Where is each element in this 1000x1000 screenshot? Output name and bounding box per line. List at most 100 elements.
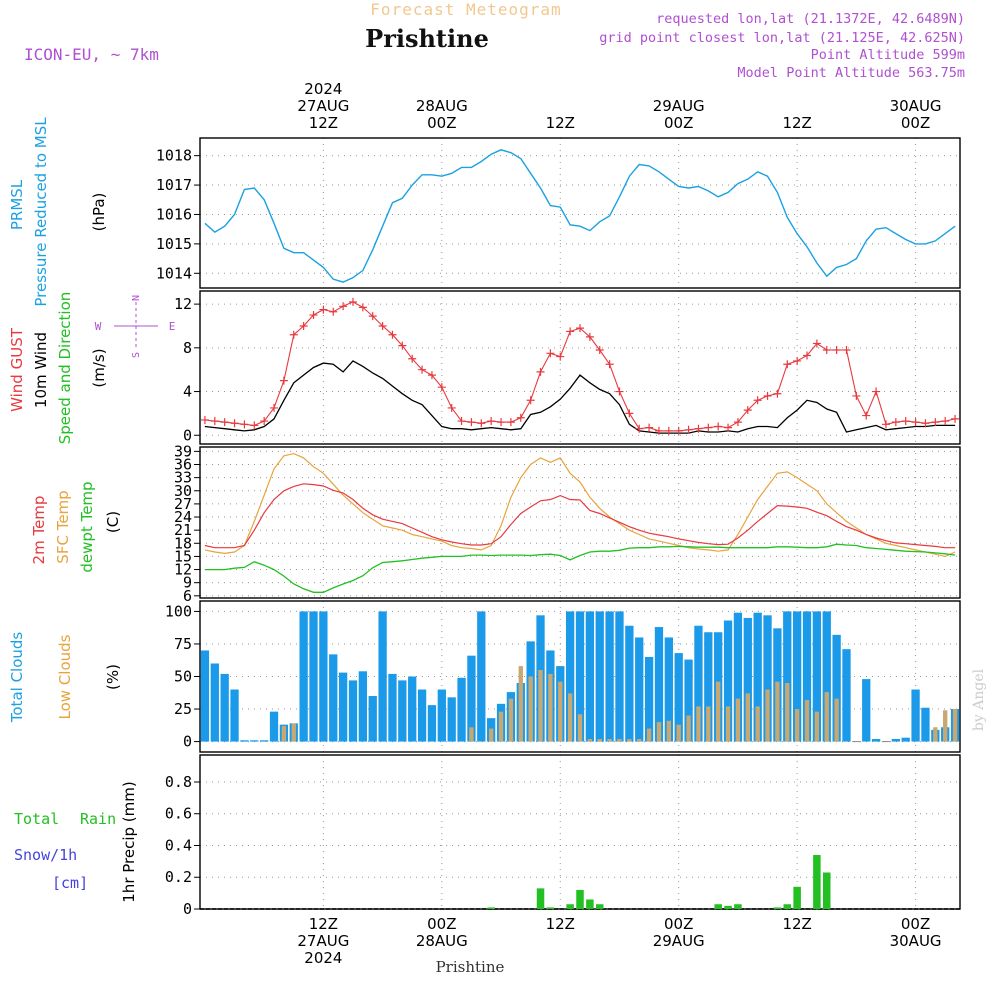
compass-n: N [131, 295, 142, 301]
rain-bar [734, 904, 742, 909]
clouds-frame [199, 600, 961, 753]
gust-point [743, 406, 752, 415]
clouds-label-total: Total Clouds [8, 632, 26, 724]
total-cloud-bar [477, 611, 486, 742]
low-cloud-bar [676, 724, 681, 742]
total-cloud-bar [309, 611, 318, 742]
gust-point [467, 418, 476, 427]
temp-label-dewpt: dewpt Temp [78, 481, 96, 572]
low-cloud-bar [794, 709, 800, 742]
gust-point [437, 383, 446, 392]
total-cloud-bar [654, 627, 664, 742]
low-cloud-bar [765, 689, 770, 742]
gust-point [299, 321, 308, 330]
wind-frame [199, 290, 961, 445]
total-cloud-bar [319, 611, 328, 742]
rain-bar [813, 855, 821, 909]
total-cloud-bar [427, 705, 437, 742]
total-cloud-bar [575, 611, 585, 742]
gust-point [783, 360, 792, 369]
clouds-ytick-label: 100 [165, 602, 192, 620]
total-cloud-bar [338, 672, 348, 742]
bottom-label: 00Z [664, 915, 693, 933]
total-cloud-bar [792, 611, 802, 742]
gust-point [763, 391, 772, 400]
temp-ytick-label: 36 [174, 456, 192, 474]
gust-point [753, 396, 762, 405]
total-cloud-bar [832, 634, 841, 742]
total-cloud-bar [783, 611, 792, 742]
rain-bar [576, 889, 584, 909]
low-cloud-bar [637, 738, 642, 742]
header-model-alt: Model Point Altitude 563.75m [737, 65, 965, 81]
gust-point [852, 391, 861, 400]
rain-bar [586, 899, 594, 909]
pressure-panel: 1014 1015 1016 1017 1018 [156, 137, 961, 289]
total-cloud-bar [644, 656, 654, 742]
pressure-line [204, 149, 956, 283]
wind-speed-line [204, 360, 956, 434]
total-cloud-bar [842, 649, 851, 742]
gust-point [427, 371, 436, 380]
rain-bar [714, 904, 722, 909]
total-cloud-bar [684, 659, 693, 742]
pressure-unit: (hPa) [90, 193, 108, 232]
top-label: 30AUG [890, 97, 942, 115]
gust-point [872, 387, 881, 396]
gust-point [388, 330, 397, 339]
total-cloud-bar [871, 738, 881, 742]
compass-rose-icon: N S W E [95, 295, 176, 358]
gust-point [447, 403, 456, 412]
low-cloud-bar [469, 727, 474, 742]
gust-point [585, 332, 594, 341]
rain-bar [566, 904, 574, 909]
low-cloud-bar [666, 720, 672, 742]
gust-point [418, 365, 427, 374]
gust-point [230, 419, 239, 428]
total-cloud-bar [822, 611, 831, 742]
bottom-label: 30AUG [890, 932, 942, 950]
gust-point [457, 417, 466, 426]
precip-label-rain: Rain [80, 810, 116, 828]
wind-ytick-label: 12 [174, 295, 192, 313]
temp-ytick-label: 9 [183, 574, 192, 592]
top-label: 12Z [309, 114, 338, 132]
total-cloud-bar [299, 611, 308, 742]
header-gridpoint: grid point closest lon,lat (21.125E, 42.… [599, 30, 965, 46]
clouds-label-low: Low Clouds [56, 634, 74, 719]
total-cloud-bar [210, 663, 219, 742]
pressure-label-1: PRMSL [8, 179, 26, 230]
temp-ytick-label: 15 [174, 547, 192, 565]
low-cloud-bar [488, 728, 494, 742]
top-label: 00Z [427, 114, 456, 132]
temp-ytick-label: 6 [183, 587, 192, 605]
header-model: ICON-EU, ~ 7km [24, 45, 159, 64]
gust-point [654, 426, 663, 435]
gust-point [526, 396, 535, 405]
low-cloud-bar [548, 673, 553, 742]
rain-bar [793, 886, 801, 909]
gust-point [368, 312, 377, 321]
temp-ytick-label: 30 [174, 482, 192, 500]
wind-label-10m: 10m Wind [32, 332, 50, 408]
gust-point [931, 418, 940, 427]
gust-point [378, 321, 387, 330]
pressure-ytick-label: 1018 [156, 147, 192, 165]
total-cloud-bar [674, 653, 683, 742]
clouds-ytick-label: 25 [174, 700, 192, 718]
low-cloud-bar [508, 698, 514, 742]
precip-ytick-label: 0.2 [165, 868, 192, 886]
top-label: 27AUG [297, 97, 349, 115]
gust-point [921, 419, 930, 428]
gust-point [951, 414, 960, 423]
temp-label-sfc: SFC Temp [54, 490, 72, 563]
pressure-ytick-label: 1016 [156, 205, 192, 223]
temp-ytick-label: 12 [174, 561, 192, 579]
gust-point [733, 418, 742, 427]
gust-point [832, 346, 841, 355]
low-cloud-bar [528, 676, 533, 742]
total-cloud-bar [605, 611, 614, 742]
top-label: 2024 [304, 80, 342, 98]
total-cloud-bar [585, 611, 595, 742]
pressure-panel-labels: PRMSL Pressure Reduced to MSL (hPa) [8, 117, 108, 307]
